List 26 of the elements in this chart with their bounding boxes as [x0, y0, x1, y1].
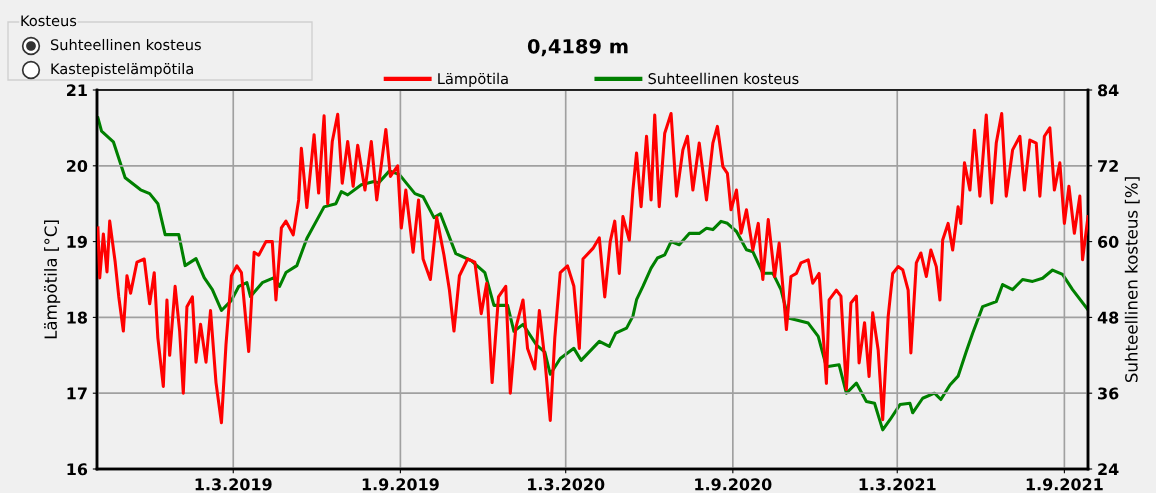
legend-label: Lämpötila	[438, 72, 508, 87]
y-tick-label: 17	[67, 387, 87, 400]
x-tick-label: 1.3.2021	[859, 478, 936, 491]
y2-tick-label: 36	[1098, 387, 1119, 400]
chart-title: 0,4189 m	[527, 38, 628, 57]
x-tick-label: 1.9.2021	[1026, 478, 1103, 491]
text: Kosteus	[21, 15, 77, 27]
text: Kastepistelämpötila	[51, 62, 193, 78]
text: Suhteellinen kosteus	[50, 38, 201, 51]
y2-axis-title: Suhteellinen kosteus [%]	[1124, 177, 1140, 383]
y-axis-title: Lämpötila [°C]	[44, 220, 61, 339]
y2-tick-label: 84	[1098, 84, 1119, 97]
y-tick-label: 20	[67, 160, 88, 173]
y-tick-label: 21	[67, 84, 87, 97]
y2-tick-label: 60	[1098, 235, 1119, 248]
x-tick-label: 1.9.2019	[362, 478, 439, 491]
y-tick-label: 19	[67, 235, 87, 248]
y-tick-label: 16	[67, 463, 88, 476]
y2-tick-label: 48	[1097, 311, 1119, 324]
x-tick-label: 1.3.2019	[195, 478, 272, 491]
y-tick-label: 18	[67, 311, 87, 324]
legend-label: Suhteellinen kosteus	[648, 72, 799, 85]
y2-tick-label: 24	[1098, 463, 1119, 476]
x-tick-label: 1.9.2020	[695, 478, 772, 491]
x-tick-label: 1.3.2020	[528, 478, 605, 491]
y2-tick-label: 72	[1098, 160, 1118, 172]
